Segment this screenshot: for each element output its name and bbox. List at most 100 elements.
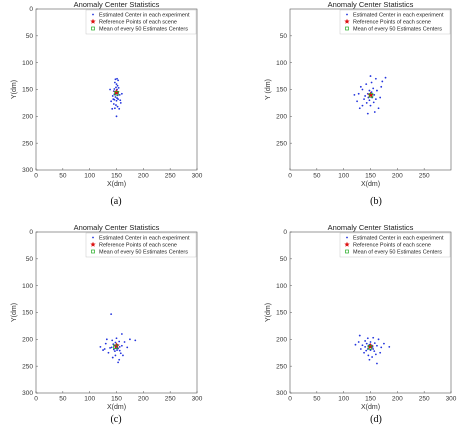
legend-entry: Mean of every 50 Estimates Centers — [353, 27, 442, 33]
legend-star-icon — [344, 18, 350, 24]
estimated-center-point — [116, 349, 118, 351]
plot-area — [289, 8, 452, 171]
estimated-center-point — [381, 80, 384, 83]
estimated-center-point — [380, 85, 383, 88]
mean-center-marker — [367, 345, 373, 350]
x-tick-label: 0 — [288, 173, 292, 180]
y-tick-label: 150 — [276, 87, 287, 94]
estimated-center-point — [373, 350, 376, 353]
estimated-center-point — [364, 345, 367, 348]
estimated-center-point — [115, 104, 117, 106]
estimated-center-point — [120, 344, 123, 347]
estimated-center-point — [354, 343, 357, 346]
estimated-center-point — [118, 345, 121, 348]
estimated-center-point — [374, 353, 377, 356]
estimated-center-point — [116, 105, 119, 108]
x-tick-label: 0 — [288, 396, 292, 403]
y-tick-label: 200 — [22, 114, 33, 121]
y-tick-label: 200 — [22, 337, 33, 344]
x-tick-label: 250 — [165, 396, 176, 403]
estimated-center-point — [358, 334, 361, 337]
estimated-center-point — [353, 93, 356, 96]
estimated-center-point — [113, 81, 116, 84]
legend-square-icon — [91, 249, 95, 254]
x-tick-label: 300 — [192, 396, 203, 403]
estimated-center-point — [373, 93, 376, 96]
x-tick-label: 250 — [419, 396, 430, 403]
estimated-center-point — [369, 75, 372, 77]
chart-title: Anomaly Center Statistics — [328, 223, 414, 232]
y-axis-label: Y (dm) — [265, 79, 272, 100]
legend-dot-icon — [92, 236, 94, 239]
x-tick-label: 100 — [84, 396, 95, 403]
estimated-center-point — [115, 115, 118, 118]
y-axis-label: Y(dm) — [11, 80, 18, 99]
series-3 — [368, 93, 374, 98]
legend-star-icon — [90, 241, 96, 247]
estimated-center-point — [116, 77, 118, 80]
estimated-center-point — [377, 107, 380, 110]
estimated-center-point — [372, 336, 375, 339]
estimated-center-point — [357, 92, 360, 95]
estimated-center-point — [364, 340, 367, 342]
x-tick-label: 200 — [392, 173, 403, 180]
estimated-center-point — [126, 346, 129, 349]
x-tick-label: 150 — [111, 396, 122, 403]
x-tick-label: 0 — [34, 173, 38, 180]
x-tick-label: 50 — [59, 173, 67, 180]
chart-title: Anomaly Center Statistics — [74, 0, 160, 9]
x-tick-label: 200 — [138, 396, 149, 403]
estimated-center-point — [361, 88, 364, 91]
x-axis-label: X(dm) — [361, 181, 380, 188]
estimated-center-point — [118, 349, 121, 352]
estimated-center-point — [122, 354, 124, 357]
estimated-center-point — [117, 98, 120, 101]
mean-center-marker — [368, 93, 374, 98]
y-tick-label: 50 — [26, 33, 34, 40]
y-tick-label: 100 — [276, 60, 287, 67]
y-tick-label: 250 — [22, 140, 33, 147]
estimated-center-point — [373, 111, 376, 113]
plot-area — [289, 231, 452, 394]
estimated-center-point — [118, 107, 121, 110]
estimated-center-point — [372, 87, 375, 90]
estimated-center-point — [105, 338, 108, 341]
estimated-center-point — [368, 99, 371, 102]
estimated-center-point — [119, 99, 122, 102]
legend-entry: Estimated Center in each experiment — [99, 13, 190, 19]
series-3 — [367, 345, 373, 350]
estimated-center-point — [104, 342, 107, 345]
estimated-center-point — [99, 345, 102, 348]
estimated-center-point — [114, 96, 117, 98]
legend-entry: Reference Points of each scene — [353, 20, 431, 26]
y-tick-label: 100 — [22, 60, 33, 67]
estimated-center-point — [359, 348, 362, 350]
estimated-center-point — [114, 354, 117, 357]
y-tick-label: 200 — [276, 337, 287, 344]
y-tick-label: 250 — [22, 363, 33, 370]
estimated-center-point — [110, 313, 113, 316]
mean-center-marker — [113, 344, 118, 350]
x-tick-label: 300 — [192, 173, 203, 180]
estimated-center-point — [357, 341, 360, 343]
estimated-center-point — [112, 103, 115, 105]
estimated-center-point — [107, 351, 110, 354]
x-tick-label: 150 — [111, 173, 122, 180]
y-tick-label: 200 — [276, 114, 287, 121]
legend: Estimated Center in each experimentRefer… — [85, 9, 197, 35]
estimated-center-point — [369, 104, 372, 107]
estimated-center-point — [117, 361, 120, 364]
estimated-center-point — [112, 348, 115, 351]
estimated-center-point — [372, 348, 375, 350]
estimated-center-point — [374, 77, 377, 80]
legend-entry: Reference Points of each scene — [99, 20, 177, 26]
x-tick-label: 150 — [365, 396, 376, 403]
scatter-panel-1: 0 50 100 150 200 250 300050100150200250300X(dm… — [11, 0, 203, 207]
legend-entry: Mean of every 50 Estimates Centers — [99, 27, 188, 33]
panel-caption: (a) — [110, 196, 121, 207]
legend-square-icon — [345, 249, 349, 254]
legend-entry: Mean of every 50 Estimates Centers — [99, 250, 188, 256]
estimated-center-point — [118, 358, 121, 361]
estimated-center-point — [367, 354, 370, 357]
estimated-center-point — [119, 352, 122, 355]
